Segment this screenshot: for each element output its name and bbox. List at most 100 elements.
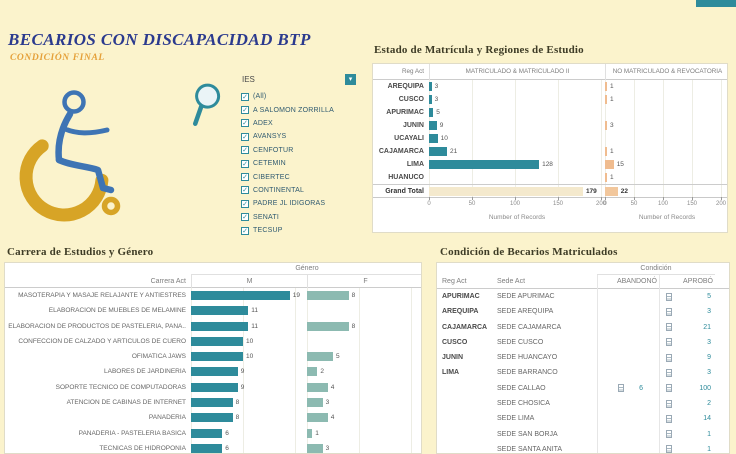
- condition-value-cell: [597, 304, 659, 320]
- bar-value: 9: [240, 368, 245, 376]
- condition-value-cell: [597, 411, 659, 427]
- condicion-rows: APURIMAC SEDE APURIMAC 5 AREQUIPA SEDE AREQU…: [437, 289, 729, 453]
- region-label: Grand Total: [385, 188, 424, 195]
- condicion-row: APURIMAC SEDE APURIMAC 5: [437, 289, 729, 305]
- condition-value[interactable]: 14: [703, 415, 711, 423]
- checkbox-checked-icon[interactable]: ✓: [241, 132, 249, 141]
- condition-value-cell: 9: [659, 350, 715, 366]
- bar[interactable]: [429, 108, 434, 117]
- bar[interactable]: [307, 398, 323, 408]
- bar[interactable]: [191, 382, 238, 392]
- ies-filter-item[interactable]: ✓ SENATI: [236, 211, 358, 224]
- ies-filter-item[interactable]: ✓ CONTINENTAL: [236, 184, 358, 197]
- bar[interactable]: [191, 428, 223, 438]
- checkbox-checked-icon[interactable]: ✓: [241, 226, 249, 235]
- bar-value: 8: [351, 292, 356, 299]
- checkbox-checked-icon[interactable]: ✓: [241, 92, 249, 101]
- person-legs: [55, 156, 115, 194]
- carrera-row: ELABORACION DE PRODUCTOS DE PASTELERIA, …: [5, 318, 421, 334]
- carrera-label: ELABORACION DE MUEBLES DE MELAMINE: [48, 307, 186, 315]
- condition-value[interactable]: 1: [707, 430, 711, 438]
- bar[interactable]: [429, 95, 432, 104]
- checkbox-checked-icon[interactable]: ✓: [241, 146, 249, 155]
- checkbox-checked-icon[interactable]: ✓: [241, 199, 249, 208]
- matricula-rows: AREQUIPA 3 1 CUSCO 3 1 APURIMAC 5 JUNIN 9 3 UCAYALI…: [373, 80, 727, 198]
- condition-value[interactable]: 3: [707, 369, 711, 377]
- bar[interactable]: [191, 367, 238, 377]
- checkbox-checked-icon[interactable]: ✓: [241, 119, 249, 128]
- filter-dropdown-button[interactable]: ▾: [345, 74, 356, 85]
- bar[interactable]: [191, 306, 249, 316]
- ies-filter-item[interactable]: ✓ TECSUP: [236, 224, 358, 237]
- checkbox-checked-icon[interactable]: ✓: [241, 186, 249, 195]
- condition-value[interactable]: 21: [703, 323, 711, 331]
- bar[interactable]: [191, 352, 243, 362]
- bar-cell: 3: [429, 80, 605, 93]
- ies-filter-item[interactable]: ✓ PADRE JL IDIGORAS: [236, 197, 358, 210]
- ies-filter-list: ✓ (All) ✓ A SALOMON ZORRILLA ✓ ADEX ✓ AVANSYS ✓ C…: [236, 90, 358, 237]
- bar[interactable]: [429, 160, 540, 169]
- bar[interactable]: [307, 443, 323, 453]
- bar[interactable]: [191, 398, 233, 408]
- condition-value[interactable]: 2: [707, 400, 711, 408]
- bar-cell: 4: [307, 379, 421, 396]
- bar[interactable]: [605, 147, 607, 156]
- bar-value: 3: [610, 122, 614, 129]
- bar[interactable]: [605, 82, 607, 91]
- bar-value: 1: [610, 148, 614, 155]
- ies-filter-item[interactable]: ✓ CIBERTEC: [236, 170, 358, 183]
- bar-value: 3: [434, 96, 439, 103]
- axis-tick-label: 150: [686, 201, 698, 207]
- condition-value[interactable]: 6: [639, 384, 643, 392]
- condition-value[interactable]: 3: [707, 308, 711, 316]
- bar[interactable]: [307, 367, 318, 377]
- condition-value-cell: [597, 334, 659, 351]
- bar-cell: 10: [191, 333, 307, 350]
- bar[interactable]: [429, 134, 438, 143]
- bar[interactable]: [429, 187, 583, 196]
- bar-value: 8: [235, 414, 240, 422]
- bar[interactable]: [307, 291, 349, 300]
- bar[interactable]: [605, 187, 618, 196]
- ies-filter-item[interactable]: ✓ A SALOMON ZORRILLA: [236, 103, 358, 116]
- bar[interactable]: [307, 382, 328, 392]
- bar[interactable]: [191, 413, 233, 423]
- bar[interactable]: [429, 147, 448, 156]
- bar[interactable]: [191, 291, 290, 300]
- condition-value[interactable]: 1: [707, 445, 711, 453]
- checkbox-checked-icon[interactable]: ✓: [241, 159, 249, 168]
- condition-value[interactable]: 9: [707, 354, 711, 362]
- ies-filter-item[interactable]: ✓ CETEMIN: [236, 157, 358, 170]
- bar-value: 19: [292, 292, 301, 299]
- checkbox-checked-icon[interactable]: ✓: [241, 173, 249, 182]
- sede-act-cell: SEDE AREQUIPA: [497, 308, 554, 316]
- bar[interactable]: [307, 321, 349, 331]
- bar[interactable]: [605, 121, 607, 130]
- carrera-label: PANADERIA - PASTELERIA BASICA: [78, 429, 186, 437]
- condition-value[interactable]: 5: [707, 293, 711, 300]
- bar-value: 3: [434, 83, 439, 90]
- bar[interactable]: [605, 173, 607, 182]
- bar[interactable]: [605, 160, 614, 169]
- bar-value: 3: [325, 399, 330, 407]
- bar[interactable]: [307, 352, 333, 362]
- checkbox-checked-icon[interactable]: ✓: [241, 106, 249, 115]
- bar-cell: 9: [191, 364, 307, 380]
- ies-filter-item[interactable]: ✓ ADEX: [236, 117, 358, 130]
- bar[interactable]: [307, 428, 313, 438]
- bar-cell: 1: [605, 93, 727, 106]
- ies-filter-item[interactable]: ✓ (All): [236, 90, 358, 103]
- bar[interactable]: [191, 443, 223, 453]
- ies-filter-item[interactable]: ✓ AVANSYS: [236, 130, 358, 143]
- ies-filter-item[interactable]: ✓ CENFOTUR: [236, 144, 358, 157]
- condition-value[interactable]: 3: [707, 338, 711, 346]
- checkbox-checked-icon[interactable]: ✓: [241, 213, 249, 222]
- bar[interactable]: [429, 121, 437, 130]
- bar[interactable]: [605, 95, 607, 104]
- bar[interactable]: [307, 413, 328, 423]
- bar[interactable]: [429, 82, 432, 91]
- condicion-row: JUNIN SEDE HUANCAYO 9: [437, 350, 729, 366]
- condition-value[interactable]: 100: [699, 384, 711, 392]
- bar[interactable]: [191, 321, 249, 331]
- bar[interactable]: [191, 336, 243, 346]
